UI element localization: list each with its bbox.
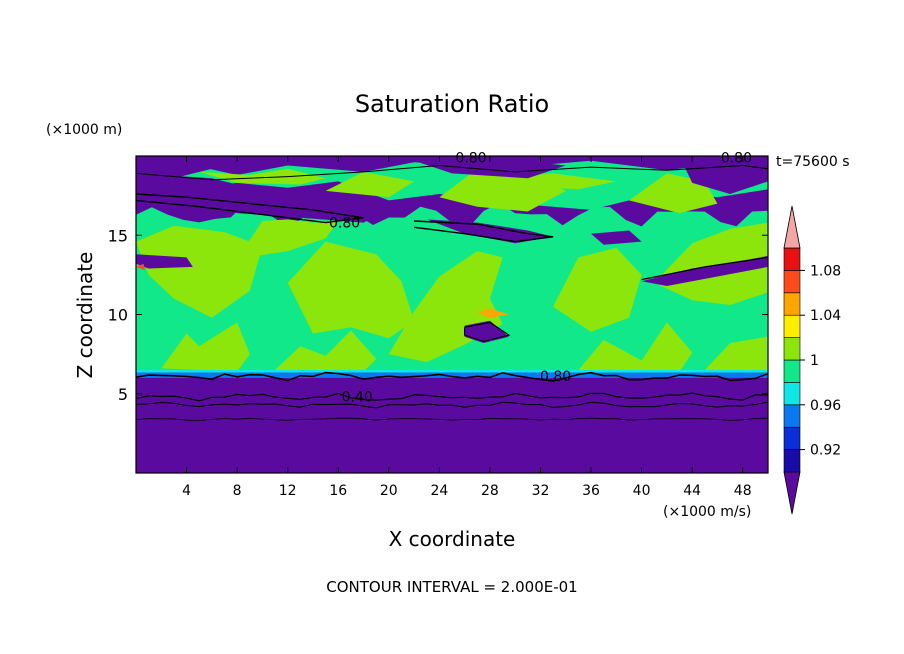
colorbar-cell: [783, 314, 801, 338]
field-supersat-patch: [578, 322, 693, 372]
field-transition-edge: [136, 372, 768, 378]
colorbar-label: 1.04: [810, 308, 841, 324]
field-supersat-patch: [237, 219, 339, 259]
field-supersat-patch: [325, 171, 415, 198]
contour-label: 0.80: [721, 150, 752, 166]
x-tick-label: 20: [380, 483, 398, 499]
x-tick-label: 8: [233, 483, 242, 499]
field-dry-tongue: [641, 255, 768, 286]
x-tick-label: 48: [734, 483, 752, 499]
contour-label: 0.40: [342, 390, 373, 406]
colorbar-cell: [783, 426, 801, 450]
y-tick-label: 5: [118, 385, 128, 404]
contour-lines: [136, 164, 768, 421]
colorbar-cell: [783, 270, 801, 294]
contour-label: 0.80: [540, 369, 571, 385]
x-tick-label: 28: [481, 483, 499, 499]
colorbar-min-arrow: [783, 471, 801, 515]
colorbar-label: 1.08: [810, 263, 841, 279]
contour-line-0.60: [136, 392, 768, 402]
x-tick-label: 40: [633, 483, 651, 499]
colorbar-cell: [783, 382, 801, 406]
y-axis: 5 10 15: [108, 226, 768, 404]
x-tick-label: 4: [182, 483, 191, 499]
contour-line-0.80: [136, 193, 364, 224]
field-dry-tongue: [426, 219, 554, 244]
field-supersat-patch: [553, 247, 642, 332]
field-warm-spot: [136, 263, 145, 271]
chart-title: Saturation Ratio: [355, 90, 549, 118]
colorbar-cell: [783, 449, 801, 473]
field-dry-tongue: [136, 156, 212, 179]
x-axis: 4 8 12 16 20 24 28 32 36 40 44 48: [182, 156, 752, 499]
field-supersat-patch: [704, 336, 768, 372]
contour-labels: 0.80 0.80 0.80 0.80 0.40: [329, 150, 752, 405]
y-tick-label: 10: [108, 306, 128, 325]
contour-line-0.80: [641, 256, 768, 281]
field-dry-tongue: [136, 254, 193, 269]
colorbar-max-arrow: [783, 205, 801, 249]
colorbar-cell: [783, 404, 801, 428]
field-transition-edge: [136, 370, 768, 373]
y-tick-label: 15: [108, 226, 128, 245]
field-supersat-patch: [439, 168, 566, 212]
x-unit-label: (×1000 m/s): [663, 504, 751, 520]
colorbar-label: 0.92: [810, 443, 841, 459]
contour-line-0.20: [136, 417, 768, 421]
x-tick-label: 12: [279, 483, 297, 499]
y-axis-title: Z coordinate: [73, 252, 97, 379]
field-dry-tongue: [414, 157, 566, 179]
contour-line-0.80: [464, 321, 511, 343]
saturation-field: [136, 156, 768, 473]
colorbar-label: 1: [810, 353, 819, 369]
y-unit-label: (×1000 m): [46, 122, 122, 138]
x-tick-label: 44: [683, 483, 701, 499]
x-tick-label: 24: [430, 483, 448, 499]
contour-line-0.80: [136, 164, 768, 181]
colorbar-label: 0.96: [810, 398, 841, 414]
field-dry-tongue: [591, 230, 642, 245]
field-supersat-patch: [275, 330, 377, 372]
x-axis-title: X coordinate: [389, 527, 516, 551]
x-tick-label: 32: [532, 483, 550, 499]
contour-line-0.40: [136, 401, 768, 409]
x-tick-label: 16: [329, 483, 347, 499]
colorbar-cell: [783, 247, 801, 271]
contour-line-0.80: [136, 371, 768, 382]
x-tick-label: 36: [582, 483, 600, 499]
time-label: t=75600 s: [776, 154, 850, 170]
field-supersat-patch: [654, 222, 768, 305]
colorbar-cell: [783, 337, 801, 361]
colorbar-cell: [783, 359, 801, 383]
contour-label: 0.80: [455, 150, 486, 166]
field-supersat-patch: [287, 241, 415, 339]
colorbar: 1.08 1.04 1 0.96 0.92: [783, 205, 841, 515]
field-supersat-patch: [161, 322, 250, 372]
field-warm-spot: [477, 308, 509, 318]
contour-line-0.80: [414, 220, 554, 243]
colorbar-cell: [783, 292, 801, 316]
contour-label: 0.80: [329, 215, 360, 231]
contour-interval-note: CONTOUR INTERVAL = 2.000E-01: [326, 578, 577, 596]
field-supersat-patch: [136, 225, 263, 318]
field-upper-supersat-patch: [199, 168, 326, 185]
